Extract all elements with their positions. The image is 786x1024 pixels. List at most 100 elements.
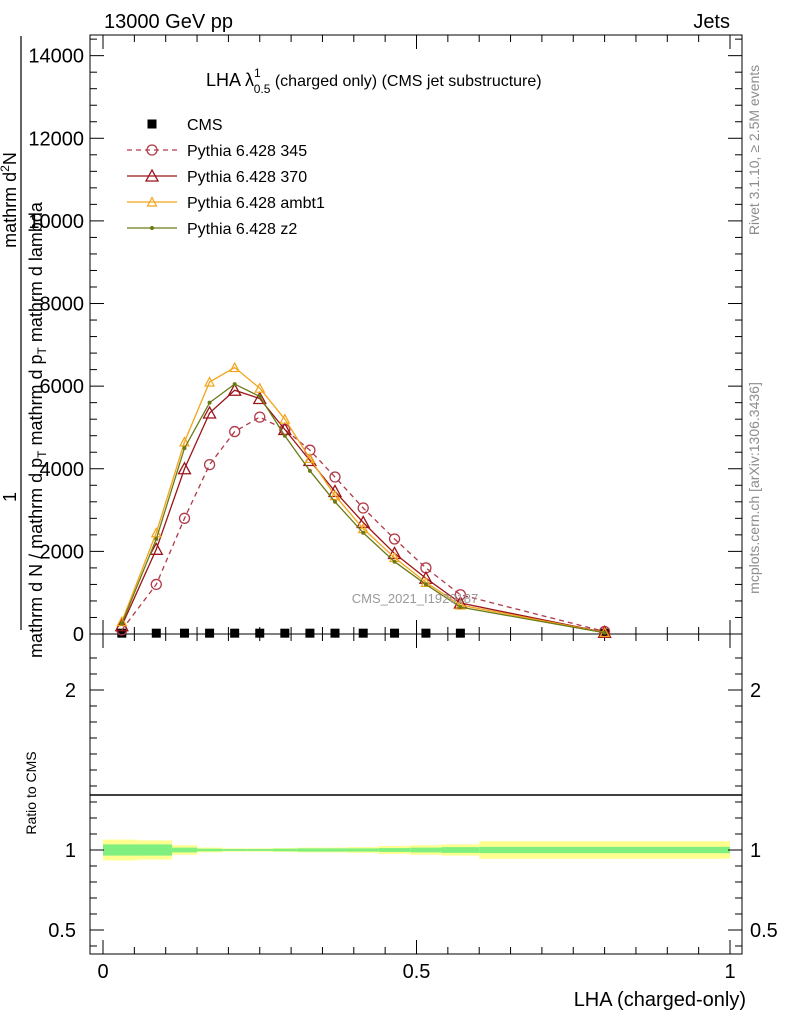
- y-tick-label: 12000: [28, 128, 84, 150]
- header-energy: 13000 GeV pp: [104, 11, 233, 33]
- header-jets: Jets: [693, 11, 730, 33]
- data-point-triangle: [149, 541, 164, 555]
- legend-label: Pythia 6.428 z2: [187, 221, 297, 238]
- data-point-triangle: [144, 168, 160, 182]
- series-line: [121, 416, 605, 633]
- y-tick-label: 0: [73, 624, 84, 646]
- ratio-y-tick-label: 1: [65, 840, 76, 862]
- x-axis-label: LHA (charged-only): [574, 989, 746, 1011]
- data-point-square: [180, 628, 190, 638]
- ratio-band-inner: [137, 844, 172, 856]
- data-point-circle: [203, 458, 216, 471]
- y-tick-label: 4000: [40, 459, 85, 481]
- data-point-dot: [119, 621, 124, 626]
- data-point-square: [205, 628, 215, 638]
- data-point-square: [358, 628, 368, 638]
- y-tick-label: 6000: [40, 376, 85, 398]
- data-point-dot: [361, 530, 366, 535]
- y-axis-label-ratio: Ratio to CMS: [23, 751, 39, 834]
- ratio-band-inner: [103, 844, 138, 856]
- data-point-dot: [307, 468, 312, 473]
- series-4: [119, 382, 607, 635]
- data-point-square: [305, 628, 315, 638]
- data-point-square: [230, 628, 240, 638]
- data-point-triangle-small: [254, 382, 266, 393]
- series-line: [121, 389, 605, 633]
- legend-label: Pythia 6.428 345: [187, 143, 307, 160]
- y-label-one: 1: [0, 492, 20, 502]
- data-point-triangle-small: [204, 376, 216, 387]
- ratio-band-inner: [322, 848, 348, 852]
- ratio-uncertainty-band: [103, 839, 730, 861]
- data-point-dot: [232, 382, 237, 387]
- data-point-dot: [332, 499, 337, 504]
- mcplots-site-text: mcplots.cern.ch [arXiv:1306.3436]: [746, 382, 762, 594]
- data-point-triangle: [356, 515, 371, 529]
- data-point-square: [117, 628, 127, 638]
- chart-title: LHA λ1 0.5 (charged only) (CMS jet substr…: [206, 66, 542, 96]
- ratio-band-inner: [297, 848, 323, 852]
- ratio-band-inner: [347, 848, 379, 852]
- ratio-band-inner: [197, 848, 223, 852]
- legend-item: Pythia 6.428 z2: [127, 221, 297, 238]
- data-point-triangle-small: [304, 452, 316, 464]
- analysis-watermark: CMS_2021_I1920187: [352, 591, 479, 606]
- x-tick-label: 0: [97, 961, 108, 983]
- data-point-square: [390, 628, 400, 638]
- series-line: [121, 383, 605, 634]
- data-point-square: [421, 628, 431, 638]
- x-tick-label: 1: [724, 961, 735, 983]
- y-tick-label: 2000: [40, 541, 85, 563]
- data-point-circle: [150, 578, 162, 591]
- data-point-triangle: [202, 405, 217, 419]
- legend-item: Pythia 6.428 ambt1: [127, 195, 325, 212]
- series-0: [117, 628, 610, 638]
- data-point-circle: [178, 512, 191, 524]
- y-axis-label-main: 1 mathrm d N / mathrm d pT mathrm d pT m…: [0, 36, 49, 658]
- ratio-band-inner: [378, 848, 411, 852]
- data-point-circle: [146, 144, 158, 156]
- ratio-y-tick-label-right: 0.5: [750, 920, 778, 942]
- data-point-dot: [150, 226, 154, 230]
- ratio-y-tick-label-right: 1: [750, 840, 761, 862]
- data-point-dot: [182, 446, 187, 451]
- legend-item: Pythia 6.428 345: [127, 143, 307, 160]
- data-point-square: [330, 628, 340, 638]
- data-point-square: [280, 628, 290, 638]
- data-point-triangle: [387, 546, 402, 560]
- ratio-band-inner: [410, 847, 442, 853]
- y-tick-label: 10000: [28, 211, 84, 233]
- data-point-dot: [458, 605, 463, 610]
- data-point-dot: [154, 536, 159, 541]
- data-point-square: [147, 119, 157, 129]
- data-point-square: [455, 628, 465, 638]
- axis-ticks: 0 2000 4000 6000 8000 10000 12000 14000 0.5 0.5 1 1…: [28, 35, 778, 983]
- data-point-triangle-small: [146, 196, 158, 207]
- data-point-triangle-small: [229, 361, 241, 373]
- ratio-y-tick-label: 0.5: [48, 920, 76, 942]
- data-point-triangle-small: [179, 436, 191, 447]
- y-label-numerator: mathrm d2N: [0, 152, 20, 248]
- x-tick-label: 0.5: [403, 961, 431, 983]
- data-point-dot: [602, 630, 607, 635]
- data-point-circle: [388, 533, 401, 545]
- legend-item: Pythia 6.428 370: [127, 168, 307, 186]
- ratio-y-tick-label-right: 2: [750, 680, 761, 702]
- ratio-band-inner: [479, 846, 730, 854]
- data-point-triangle: [227, 382, 242, 396]
- data-point-dot: [257, 394, 262, 399]
- legend-label: Pythia 6.428 ambt1: [187, 195, 325, 212]
- data-series: [114, 361, 612, 638]
- data-point-dot: [423, 582, 428, 587]
- y-label-denominator: mathrm d N / mathrm d pT mathrm d pT mat…: [26, 201, 49, 658]
- rivet-version-text: Rivet 3.1.10, ≥ 2.5M events: [746, 65, 762, 235]
- ratio-plot-frame: [89, 633, 743, 955]
- ratio-band-inner: [222, 849, 248, 851]
- ratio-y-tick-label: 2: [65, 680, 76, 702]
- data-point-circle: [254, 411, 266, 423]
- data-point-triangle-small: [279, 413, 291, 424]
- legend-label: Pythia 6.428 370: [187, 169, 307, 186]
- data-point-square: [255, 628, 265, 638]
- ratio-band-inner: [441, 847, 480, 853]
